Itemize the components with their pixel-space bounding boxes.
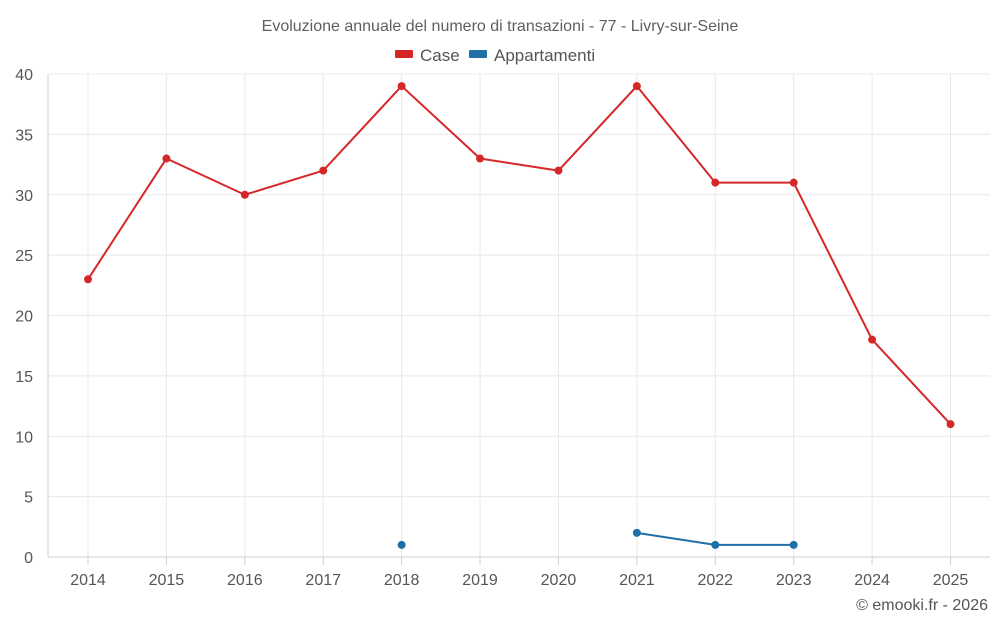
x-tick-label: 2021 [619, 572, 655, 589]
x-tick-label: 2023 [776, 572, 812, 589]
legend-swatch-appartamenti [469, 50, 487, 58]
y-tick-label: 10 [15, 429, 33, 446]
x-tick-label: 2019 [462, 572, 498, 589]
x-tick-label: 2024 [854, 572, 890, 589]
data-point-case[interactable] [162, 154, 171, 163]
series-case [84, 82, 955, 429]
data-point-case[interactable] [711, 178, 720, 187]
chart-title: Evoluzione annuale del numero di transaz… [262, 18, 739, 35]
data-point-case[interactable] [946, 420, 955, 429]
data-point-case[interactable] [868, 335, 877, 344]
y-axis: 0 5 10 15 20 25 30 35 40 [15, 67, 49, 567]
x-tick-label: 2025 [933, 572, 969, 589]
data-point-appartamenti[interactable] [789, 540, 798, 549]
data-point-case[interactable] [632, 82, 641, 91]
y-tick-label: 30 [15, 188, 33, 205]
x-tick-label: 2017 [305, 572, 341, 589]
x-tick-label: 2016 [227, 572, 263, 589]
series-layer [84, 82, 955, 549]
x-tick-label: 2022 [697, 572, 733, 589]
data-point-case[interactable] [789, 178, 798, 187]
copyright-text: © emooki.fr - 2026 [856, 597, 988, 614]
data-point-appartamenti[interactable] [711, 540, 720, 549]
data-point-case[interactable] [554, 166, 563, 175]
data-point-appartamenti[interactable] [397, 540, 406, 549]
legend-swatch-case [395, 50, 413, 58]
data-point-case[interactable] [84, 275, 92, 284]
series-line-case [87, 85, 952, 426]
y-tick-label: 35 [15, 127, 33, 144]
y-tick-label: 0 [24, 550, 33, 567]
legend-label-case[interactable]: Case [420, 46, 460, 65]
series-appartamenti [397, 528, 798, 549]
grid [48, 73, 990, 557]
y-tick-label: 25 [15, 248, 33, 265]
data-point-case[interactable] [476, 154, 485, 163]
data-point-case[interactable] [240, 190, 249, 199]
x-tick-label: 2020 [541, 572, 577, 589]
x-tick-label: 2018 [384, 572, 420, 589]
y-tick-label: 15 [15, 369, 33, 386]
x-tick-label: 2014 [70, 572, 106, 589]
y-tick-label: 20 [15, 309, 33, 326]
data-point-case[interactable] [319, 166, 328, 175]
data-point-case[interactable] [397, 82, 406, 91]
x-axis: 2014 2015 2016 2017 2018 2019 2020 2021 2022 2023… [48, 556, 990, 589]
y-tick-label: 5 [24, 490, 33, 507]
legend-label-appartamenti[interactable]: Appartamenti [494, 46, 595, 65]
y-tick-label: 40 [15, 67, 33, 84]
legend: Case Appartamenti [395, 46, 595, 65]
x-tick-label: 2015 [149, 572, 185, 589]
data-point-appartamenti[interactable] [632, 528, 641, 537]
